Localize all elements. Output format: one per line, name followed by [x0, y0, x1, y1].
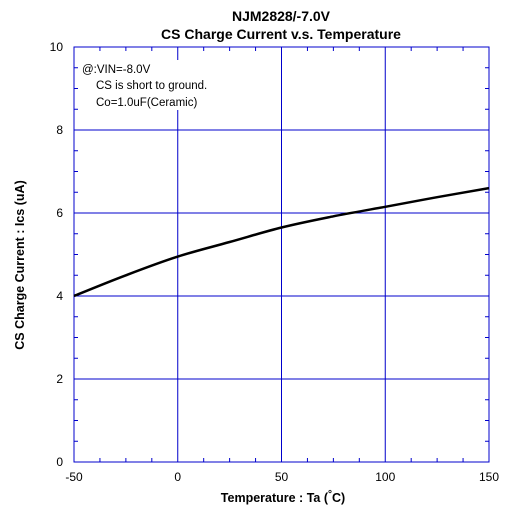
- x-tick-label: -50: [65, 470, 83, 484]
- x-tick-label: 150: [479, 470, 499, 484]
- y-tick-label: 6: [56, 206, 63, 220]
- minor-ticks: [74, 47, 489, 462]
- series-line: [73, 186, 490, 298]
- x-tick-label: 100: [375, 470, 395, 484]
- y-tick-label: 0: [56, 455, 63, 469]
- y-tick-label: 8: [56, 123, 63, 137]
- y-tick-label: 10: [50, 40, 64, 54]
- x-axis-label-main: Temperature : Ta (: [221, 491, 329, 505]
- annotation-co: Co=1.0uF(Ceramic): [96, 97, 197, 109]
- x-axis-label: Temperature : Ta (°C): [221, 489, 345, 505]
- y-tick-label: 4: [56, 289, 63, 303]
- x-tick-label: 50: [275, 470, 289, 484]
- annotation-box: [79, 60, 232, 110]
- chart-title: NJM2828/-7.0V: [232, 8, 331, 24]
- x-axis-label-degree: °: [328, 489, 332, 500]
- x-tick-label: 0: [174, 470, 181, 484]
- annotation-vin: @:VIN=-8.0V: [82, 64, 151, 76]
- annotation-cs: CS is short to ground.: [96, 80, 207, 92]
- x-axis-label-unit: C): [332, 491, 345, 505]
- chart-subtitle: CS Charge Current v.s. Temperature: [161, 26, 401, 42]
- y-tick-label: 2: [56, 372, 63, 386]
- grid: [74, 47, 489, 462]
- y-axis-label: CS Charge Current : Ics (uA): [13, 180, 27, 349]
